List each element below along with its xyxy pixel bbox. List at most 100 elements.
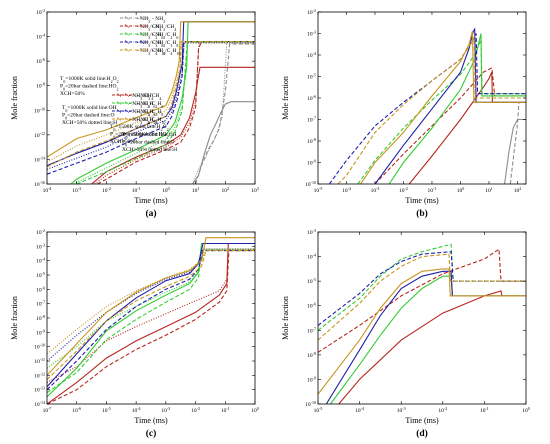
y-tick-label: 10-16: [34, 180, 45, 189]
series-gold-solid-line: [318, 268, 526, 395]
legend-entry: - NH3/C3H8: [137, 40, 163, 48]
x-tick-label: 10-6: [72, 406, 81, 415]
series-gold-solid-line: [360, 31, 526, 184]
y-tick-label: 10-10: [305, 180, 316, 189]
y-tick-label: 10-8: [307, 137, 316, 146]
panel-label: (d): [416, 428, 428, 439]
condition-note: P0=20bar dashed line:O: [122, 140, 174, 148]
x-tick-label: 10-2: [399, 186, 408, 195]
y-tick-label: 10-6: [36, 57, 45, 65]
y-tick-label: 10-10: [34, 342, 45, 351]
series-green-solid-line: [388, 33, 526, 184]
series-red-solid-line: [47, 242, 255, 404]
legend-entry: - NH3/C2H6: [137, 101, 163, 109]
series-green-dotted-line: [73, 42, 255, 184]
condition-note: P0=20bar dashed line:HO2: [110, 132, 168, 140]
condition-note: XCH=50%: [110, 139, 135, 145]
x-tick-label: 100: [522, 406, 530, 415]
legend-entry: - NH3/C2H6: [129, 101, 155, 109]
y-tick-label: 10-4: [307, 252, 316, 261]
y-axis-label: Mole fraction: [281, 296, 290, 340]
legend-entry: - NH3/C4H10: [137, 48, 165, 56]
x-tick-label: 10-4: [355, 406, 364, 415]
series-gold-dotted-line: [47, 248, 255, 355]
condition-note: T0=1000K solid line:H2O2: [60, 76, 119, 84]
series-blue-dashed-line: [47, 250, 255, 391]
series-gold-dashed-line: [337, 35, 526, 184]
plot-frame: [46, 11, 256, 185]
y-tick-label: 10-3: [307, 29, 316, 38]
x-tick-label: 10-3: [371, 186, 380, 195]
series-group: [47, 237, 255, 404]
x-tick-label: 101: [485, 186, 493, 195]
y-tick-label: 10-5: [307, 277, 316, 286]
y-tick-label: 10-6: [307, 94, 316, 103]
y-tick-label: 10-2: [36, 8, 45, 17]
series-group: [318, 243, 526, 404]
x-tick-label: 10-2: [102, 186, 111, 195]
series-red-dotted-line: [94, 42, 255, 184]
y-tick-label: 10-12: [34, 130, 45, 139]
condition-note: P0=20bar dashed line:O: [62, 113, 114, 121]
series-gold-dotted-line: [47, 42, 255, 163]
condition-note: XCH=50% dotted line:H: [122, 147, 177, 153]
legend: - NH3- NH3/CH4- NH3/C2H6- NH3/C3H8- NH3/…: [135, 16, 180, 56]
y-tick-label: 10-5: [36, 271, 45, 280]
y-tick-label: 10-6: [307, 301, 316, 310]
series-red-solid-line: [408, 71, 526, 184]
legend-entry: - NH3/CH4: [137, 24, 161, 32]
series-green-dashed-line: [47, 250, 255, 393]
x-tick-label: 10-3: [161, 406, 170, 415]
chart-c: 10-7 10-6 10-5 10-4 10-3 10-2 10-1 100 10-14 10-1…: [10, 93, 259, 439]
y-tick-label: 10-7: [307, 326, 316, 335]
plot-frame: [46, 231, 256, 405]
series-blue-solid-line: [325, 270, 526, 404]
series-group: [47, 21, 255, 184]
y-tick-label: 10-6: [36, 285, 45, 294]
series-gray-solid-line: [192, 101, 255, 184]
x-tick-label: 102: [514, 186, 522, 195]
legend-entry: - NH3: [152, 16, 165, 24]
x-tick-label: 10-3: [72, 186, 81, 195]
series-blue-solid-line: [47, 21, 255, 167]
legend-entry: - NH3/C4H10: [152, 48, 180, 56]
series-red-solid-line: [338, 290, 526, 404]
x-tick-label: 103: [251, 186, 259, 195]
x-axis-label: Time (ms): [405, 196, 439, 205]
legend-entry: - NH3/C3H8: [152, 40, 178, 48]
series-red-dashed-line: [47, 250, 255, 404]
y-tick-label: 10-7: [307, 115, 316, 124]
series-blue-dotted-line: [47, 248, 255, 362]
y-tick-label: 10-10: [305, 400, 316, 409]
x-tick-label: 10-5: [314, 186, 323, 195]
panel-label: (b): [416, 208, 428, 219]
x-tick-label: 10-4: [342, 186, 351, 195]
chart-b: 10-5 10-4 10-3 10-2 10-1 100 101 102 10-10 10-9 10…: [60, 8, 527, 219]
condition-note: P0=20bar dashed line:HO2: [60, 84, 118, 92]
x-tick-label: 10-2: [191, 406, 200, 415]
chart-a: 10-4 10-3 10-2 10-1 100 101 102 103 10-16 10-14 10…: [10, 8, 259, 220]
y-tick-label: 10-14: [34, 400, 45, 409]
series-blue-solid-line: [374, 27, 526, 184]
x-tick-label: 10-4: [132, 406, 141, 415]
series-red-dashed-line: [318, 248, 526, 353]
y-tick-label: 10-11: [34, 357, 45, 366]
y-tick-label: 10-12: [34, 371, 45, 380]
series-red-dashed-line: [374, 67, 526, 184]
y-tick-label: 10-3: [36, 242, 45, 251]
x-tick-label: 102: [222, 186, 230, 195]
series-gold-solid-line: [47, 21, 255, 158]
condition-note: T0=1500K solid line:H2O2: [110, 124, 169, 132]
legend: - NH3/CH4- NH3/C2H6- NH3/C3H8- NH3/C4H10: [112, 93, 157, 125]
x-tick-label: 100: [162, 186, 170, 195]
x-tick-label: 10-1: [132, 186, 141, 195]
y-axis-label: Mole fraction: [10, 296, 19, 340]
x-tick-label: 10-5: [102, 406, 111, 415]
x-tick-label: 10-2: [438, 406, 447, 415]
chart-d: 10-5 10-4 10-3 10-2 10-1 100 10-10 10-9 10-8 10-7…: [110, 93, 530, 439]
x-tick-label: 10-1: [221, 406, 230, 415]
legend: - NH3/CH4- NH3/C2H6- NH3/C3H8- NH3/C4H10: [120, 93, 165, 125]
series-gold-dashed-line: [47, 250, 255, 380]
legend-entry: - NH3/CH4: [137, 93, 161, 101]
